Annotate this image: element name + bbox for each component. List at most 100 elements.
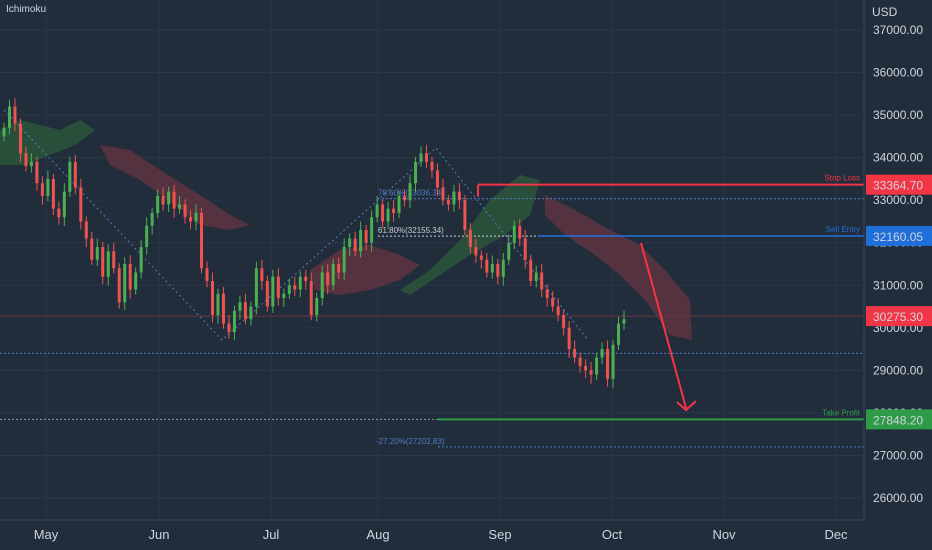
month-label: Sep (488, 527, 511, 542)
candle-body (309, 281, 313, 316)
candle-body (556, 306, 560, 316)
candle-body (501, 259, 505, 277)
price-tag-label: 30275.30 (873, 310, 923, 324)
candle-body (468, 229, 472, 247)
candle-body (534, 272, 538, 282)
cloud-segment (0, 120, 95, 165)
candle-body (62, 191, 66, 218)
candle-body (221, 293, 225, 324)
fib-label: -27.20%(27202.83) (376, 437, 445, 446)
candle-body (271, 276, 275, 307)
month-label: Jul (263, 527, 280, 542)
candle-body (35, 161, 39, 184)
candle-body (315, 298, 319, 316)
candle-body (392, 208, 396, 213)
price-tick-label: 31000.00 (873, 278, 923, 292)
candle-body (172, 191, 176, 209)
candle-body (101, 246, 105, 277)
candle-body (512, 225, 516, 243)
candle-body (523, 238, 527, 260)
candle-body (320, 272, 324, 299)
candle-body (479, 255, 483, 260)
time-axis-bg (0, 520, 864, 550)
sell-entry-label: Sell Entry (826, 225, 860, 234)
candle-body (46, 178, 50, 196)
candle-body (408, 183, 412, 201)
price-tag-label: 32160.05 (873, 230, 923, 244)
candle-body (529, 259, 533, 282)
candle-body (584, 366, 588, 371)
candle-body (298, 276, 302, 290)
candle-body (452, 191, 456, 205)
candle-body (518, 225, 522, 239)
candle-body (167, 191, 171, 205)
price-tick-label: 36000.00 (873, 66, 923, 80)
candle-body (573, 349, 577, 358)
candle-body (216, 293, 220, 316)
price-tick-label: 37000.00 (873, 23, 923, 37)
price-axis[interactable]: USD26000.0027000.0028000.0029000.0030000… (863, 0, 932, 550)
candle-body (331, 264, 335, 286)
candles (2, 98, 626, 388)
candle-body (134, 272, 138, 290)
price-tag (866, 306, 932, 327)
candle-body (84, 221, 88, 239)
currency-label: USD (872, 5, 898, 19)
month-label: Jun (149, 527, 170, 542)
candle-body (178, 204, 182, 209)
fib-zigzag (3, 109, 589, 341)
candle-body (205, 268, 209, 282)
candle-body (424, 153, 428, 162)
candle-body (606, 349, 610, 379)
cloud-segment (100, 145, 250, 230)
candle-body (13, 106, 17, 124)
candle-body (68, 161, 72, 192)
candle-body (414, 161, 418, 184)
candle-body (337, 264, 341, 273)
candle-body (348, 238, 352, 247)
candle-body (386, 208, 390, 222)
candle-body (57, 208, 61, 218)
candle-body (441, 187, 445, 201)
candle-body (589, 370, 593, 375)
candle-body (600, 349, 604, 358)
month-label: Nov (712, 527, 736, 542)
candle-body (106, 251, 110, 277)
candle-body (490, 264, 494, 273)
price-tick-label: 33000.00 (873, 193, 923, 207)
candle-body (430, 161, 434, 171)
price-tag-label: 33364.70 (873, 179, 923, 193)
candle-body (189, 217, 193, 222)
cloud-segment (310, 245, 420, 295)
price-tag (866, 174, 932, 195)
candle-body (446, 200, 450, 205)
candle-body (551, 298, 555, 307)
candle-body (304, 276, 308, 282)
candle-body (419, 153, 423, 162)
candle-body (79, 187, 83, 222)
candle-body (90, 238, 94, 260)
time-axis[interactable]: May Jun Jul Aug Sep Oct Nov Dec (0, 519, 864, 550)
candle-body (403, 195, 407, 201)
candle-body (254, 268, 258, 307)
candle-body (117, 268, 121, 303)
candle-body (112, 251, 116, 269)
month-label: Oct (602, 527, 623, 542)
candle-body (232, 310, 236, 333)
price-tick-label: 35000.00 (873, 108, 923, 122)
candle-body (457, 191, 461, 201)
candle-body (545, 289, 549, 299)
candle-body (18, 123, 22, 154)
candle-body (194, 212, 198, 222)
candle-body (540, 272, 544, 290)
candle-body (183, 204, 187, 218)
candle-body (359, 229, 363, 252)
candle-body (161, 195, 165, 205)
candle-body (73, 161, 77, 188)
candle-body (7, 106, 11, 128)
candle-body (353, 238, 357, 252)
candle-body (210, 281, 214, 316)
trade-levels: Stop Loss Sell Entry Take Profit (0, 174, 864, 421)
